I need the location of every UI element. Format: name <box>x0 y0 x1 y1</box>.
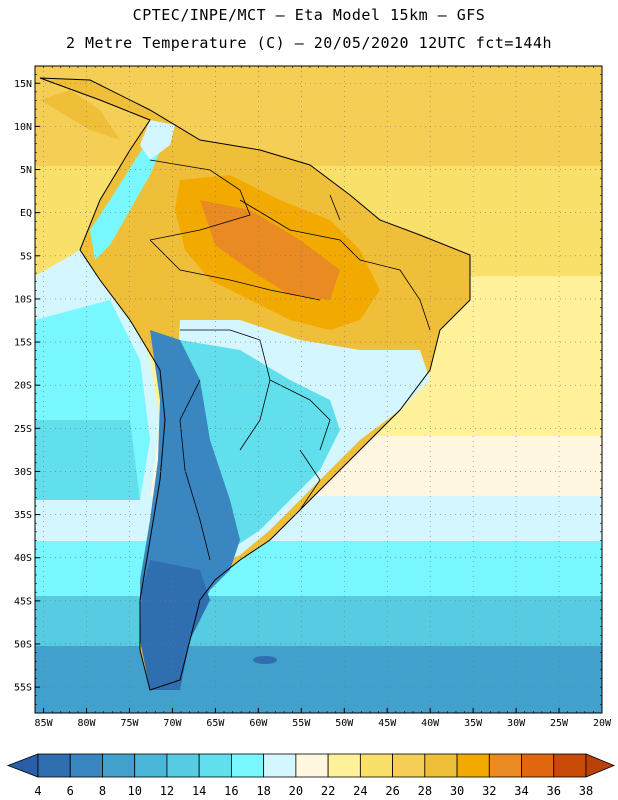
colorbar-swatch <box>198 753 232 778</box>
coastline <box>39 77 471 691</box>
chart-title: CPTEC/INPE/MCT – Eta Model 15km – GFS <box>132 6 486 24</box>
colorbar-swatch <box>553 753 587 778</box>
falklands <box>253 656 277 664</box>
lat-tick-label: 15S <box>14 338 32 349</box>
lon-tick-label: 50W <box>335 718 354 729</box>
lon-tick-label: 40W <box>421 718 440 729</box>
colorbar-label: 16 <box>224 784 238 798</box>
lon-tick-label: 60W <box>249 718 268 729</box>
colorbar-swatch <box>392 753 426 778</box>
ocean-band-16 <box>35 541 602 596</box>
country-borders <box>149 159 431 561</box>
colorbar-label: 10 <box>127 784 141 798</box>
colorbar-label: 28 <box>418 784 432 798</box>
colorbar-swatch <box>134 753 168 778</box>
colorbar-label: 12 <box>160 784 174 798</box>
temperature-field <box>35 66 602 713</box>
lon-tick-label: 20W <box>593 718 612 729</box>
ocean-band-18 <box>35 496 602 541</box>
lon-tick-label: 45W <box>378 718 397 729</box>
lon-tick-label: 85W <box>35 718 54 729</box>
colorbar-label: 14 <box>192 784 206 798</box>
colorbar-label: 4 <box>34 784 41 798</box>
colorbar-swatch <box>263 753 297 778</box>
colorbar-swatch <box>327 753 361 778</box>
lon-tick-label: 30W <box>507 718 526 729</box>
colorbar-swatch <box>166 753 200 778</box>
ocean-band-warm-north <box>35 66 602 166</box>
lat-tick-label: 10S <box>14 294 32 305</box>
lat-tick-label: 15N <box>14 79 32 90</box>
colorbar-swatch <box>359 753 393 778</box>
amazon-hottest-zone <box>200 200 340 300</box>
lat-tick-label: 45S <box>14 596 32 607</box>
colorbar-swatch <box>295 753 329 778</box>
pacific-colder-zone <box>35 420 140 500</box>
latitude-axis: 15N 10N 5N EQ 5S 10S 15S 20S 25S 30S 35S 40S 45S 50S 5… <box>14 65 602 714</box>
ocean-band-8 <box>35 646 602 713</box>
lat-tick-label: 10N <box>14 122 32 133</box>
longitude-axis: 85W 80W 75W 70W 65W 60W 55W 50W 45W 40W 35W 30W 25W 2… <box>35 66 612 729</box>
lat-tick-label: 50S <box>14 639 32 650</box>
chart-subtitle: 2 Metre Temperature (C) – 20/05/2020 12U… <box>65 34 553 52</box>
colorbar-label: 24 <box>353 784 367 798</box>
patagonia-coldest <box>140 560 210 690</box>
lat-tick-label: EQ <box>20 208 32 219</box>
lat-tick-label: 40S <box>14 553 32 564</box>
lon-tick-label: 70W <box>163 718 182 729</box>
colorbar-label: 26 <box>385 784 399 798</box>
lon-tick-label: 80W <box>78 718 97 729</box>
colorbar-swatch <box>488 753 522 778</box>
colorbar-swatch <box>102 753 136 778</box>
colorbar-swatch <box>424 753 458 778</box>
colorbar-label: 20 <box>289 784 303 798</box>
colorbar-label: 36 <box>547 784 561 798</box>
colorbar-label: 18 <box>256 784 270 798</box>
lat-tick-label: 25S <box>14 424 32 435</box>
colorbar-label: 22 <box>321 784 335 798</box>
colorbar-label: 38 <box>579 784 593 798</box>
lat-tick-label: 20S <box>14 381 32 392</box>
colombia-highland <box>140 120 175 160</box>
colorbar-label: 8 <box>99 784 106 798</box>
lat-tick-label: 55S <box>14 683 32 694</box>
lon-tick-label: 65W <box>206 718 225 729</box>
colorbar-label: 6 <box>67 784 74 798</box>
lat-tick-label: 35S <box>14 510 32 521</box>
lon-tick-label: 75W <box>120 718 139 729</box>
colorbar-label: 30 <box>450 784 464 798</box>
lon-tick-label: 55W <box>292 718 311 729</box>
colorbar-swatch <box>37 753 71 778</box>
central-america <box>40 90 120 140</box>
colorbar-swatch <box>456 753 490 778</box>
lon-tick-label: 25W <box>550 718 569 729</box>
andes-north-cold <box>90 130 165 260</box>
colorbar-swatch <box>69 753 103 778</box>
lon-tick-label: 35W <box>464 718 483 729</box>
colorbar-label: 34 <box>514 784 528 798</box>
colorbar-swatch <box>521 753 555 778</box>
ocean-band-12 <box>35 596 602 646</box>
colorbar-low-arrow <box>6 753 39 778</box>
colorbar-swatch <box>231 753 265 778</box>
colorbar-label: 32 <box>482 784 496 798</box>
colorbar: 4 6 8 10 12 14 16 18 20 22 24 26 28 30 32 34 36 38 <box>6 753 616 798</box>
colorbar-high-arrow <box>585 753 616 778</box>
lat-tick-label: 30S <box>14 467 32 478</box>
lat-tick-label: 5S <box>20 251 32 262</box>
lat-tick-label: 5N <box>20 165 32 176</box>
